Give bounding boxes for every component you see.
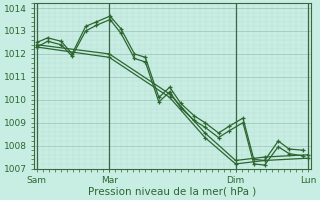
X-axis label: Pression niveau de la mer( hPa ): Pression niveau de la mer( hPa ): [88, 187, 257, 197]
